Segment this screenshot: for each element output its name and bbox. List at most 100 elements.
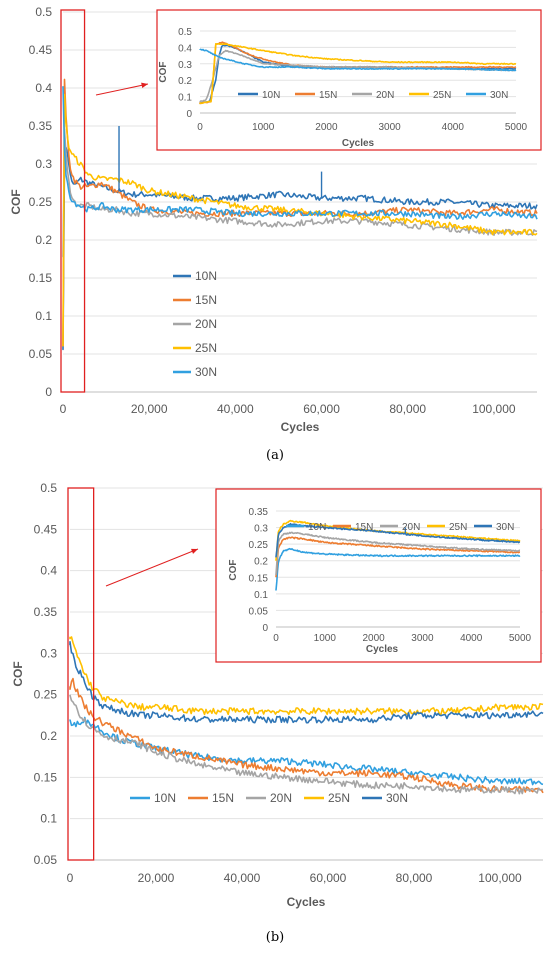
b-main-legend-label-10N: 10N (154, 791, 176, 805)
b-inset-y-tick-label: 0.35 (249, 507, 269, 518)
a-main-x-tick-label: 0 (60, 402, 67, 416)
a-main-x-tick-label: 100,000 (472, 402, 516, 416)
a-inset-series-25N (199, 42, 517, 105)
a-main-chart: 0 0.05 0.1 0.15 0.2 0.25 0.3 0.35 0.4 0.45 0.5 0 20,… (9, 5, 538, 463)
b-main-series-20N (69, 694, 543, 795)
b-main-y-tick-label: 0.45 (34, 522, 58, 536)
b-main-y-tick-label: 0.15 (34, 770, 58, 784)
a-inset-y-tick-label: 0.1 (178, 93, 192, 104)
b-main-x-axis-title: Cycles (287, 895, 326, 909)
b-main-x-tick-label: 20,000 (138, 871, 175, 885)
b-main-y-tick-label: 0.2 (40, 729, 57, 743)
b-inset-y-tick-label: 0 (262, 623, 268, 634)
b-inset-frame (215, 488, 542, 663)
b-main-legend-label-30N: 30N (386, 791, 408, 805)
a-main-y-tick-label: 0.4 (35, 81, 52, 95)
b-main-legend-label-20N: 20N (270, 791, 292, 805)
b-inset-legend-label-25N: 25N (449, 522, 467, 533)
b-inset-x-tick-label: 0 (273, 633, 279, 644)
b-inset-series-15N (275, 536, 521, 578)
b-main-series-30N (69, 640, 544, 724)
b-main-x-tick-label: 100,000 (478, 871, 522, 885)
a-inset-series-30N (199, 48, 517, 72)
a-main-y-tick-label: 0.05 (29, 347, 53, 361)
a-main-y-tick-label: 0.1 (35, 309, 52, 323)
b-inset-legend-label-10N: 10N (308, 522, 326, 533)
b-inset-legend-label-30N: 30N (496, 522, 514, 533)
a-main-y-tick-label: 0.15 (29, 271, 53, 285)
a-inset-legend-label-20N: 20N (376, 90, 394, 101)
a-main-y-tick-label: 0.3 (35, 157, 52, 171)
b-inset-y-tick-label: 0.3 (254, 524, 268, 535)
b-main-x-tick-label: 80,000 (396, 871, 433, 885)
a-main-x-tick-label: 40,000 (217, 402, 254, 416)
a-main-x-tick-label: 20,000 (131, 402, 168, 416)
a-main-legend-label-20N: 20N (195, 317, 217, 331)
b-main-caption: (b) (266, 930, 284, 945)
a-main-highlight-box (60, 9, 86, 393)
b-main-y-tick-label: 0.05 (34, 853, 58, 867)
a-inset-y-tick-label: 0 (186, 109, 192, 120)
b-inset-x-axis-title: Cycles (366, 644, 399, 655)
b-main-x-tick-label: 60,000 (310, 871, 347, 885)
b-main-zoom-arrow-head (191, 548, 198, 554)
a-main-y-tick-label: 0.2 (35, 233, 52, 247)
b-main-legend-label-25N: 25N (328, 791, 350, 805)
a-inset-legend-label-10N: 10N (262, 90, 280, 101)
b-inset-y-tick-label: 0.05 (249, 606, 269, 617)
b-main-series-25N (69, 636, 544, 716)
a-inset-x-tick-label: 4000 (442, 122, 465, 133)
b-inset-y-tick-label: 0.1 (254, 590, 268, 601)
b-inset-legend-label-20N: 20N (402, 522, 420, 533)
a-inset-x-tick-label: 3000 (378, 122, 401, 133)
a-inset-x-tick-label: 0 (197, 122, 203, 133)
a-main-caption: (a) (266, 448, 284, 463)
a-main-x-tick-label: 80,000 (389, 402, 426, 416)
a-main-zoom-arrow (95, 83, 149, 96)
a-inset-y-tick-label: 0.3 (178, 60, 192, 71)
a-main-y-tick-label: 0.25 (29, 195, 53, 209)
b-main-highlight-box (67, 487, 95, 861)
b-main-legend: 10N 15N 20N 25N 30N (130, 791, 408, 805)
b-inset-series-30N (275, 522, 521, 558)
a-inset-legend-label-25N: 25N (433, 90, 451, 101)
b-main-series-15N (69, 677, 544, 794)
b-main-zoom-arrow (105, 548, 199, 587)
b-main-y-tick-label: 0.1 (40, 812, 57, 826)
a-main-legend-label-15N: 15N (195, 293, 217, 307)
b-inset-x-tick-label: 5000 (509, 633, 532, 644)
a-inset-x-axis-title: Cycles (342, 138, 375, 149)
a-main-y-axis-title: COF (9, 189, 23, 214)
b-inset-chart: 0 0.05 0.1 0.15 0.2 0.25 0.3 0.35 0 1000 2000 3000 4… (215, 488, 542, 663)
b-inset-x-tick-label: 3000 (411, 633, 434, 644)
a-inset-chart: 0 0.1 0.2 0.3 0.4 0.5 0 1000 2000 3000 4000 5000 Cyc… (156, 9, 542, 151)
b-main-legend-label-15N: 15N (212, 791, 234, 805)
a-inset-x-tick-label: 1000 (252, 122, 275, 133)
a-main-y-tick-label: 0 (45, 385, 52, 399)
b-main-chart: 0.05 0.1 0.15 0.2 0.25 0.3 0.35 0.4 0.45 0.5 0 20,0… (11, 481, 544, 945)
b-main-y-tick-label: 0.3 (40, 646, 57, 660)
b-main-x-tick-label: 40,000 (224, 871, 261, 885)
a-main-series-30N (62, 86, 538, 220)
b-inset-legend: 10N 15N 20N 25N 30N (286, 522, 514, 533)
b-main-y-tick-label: 0.4 (40, 564, 57, 578)
b-inset-legend-label-15N: 15N (355, 522, 373, 533)
a-main-x-tick-label: 60,000 (303, 402, 340, 416)
b-inset-series-20N (275, 531, 521, 576)
b-inset-y-tick-label: 0.25 (249, 540, 269, 551)
a-main-zoom-arrow-head (141, 82, 148, 89)
b-main-y-axis-title: COF (11, 661, 25, 686)
a-main-x-axis-title: Cycles (281, 420, 320, 434)
b-main-series-10N (69, 716, 544, 786)
a-main-legend-label-10N: 10N (195, 269, 217, 283)
a-inset-y-tick-label: 0.2 (178, 76, 192, 87)
b-inset-series-10N (275, 547, 521, 592)
b-main-y-tick-label: 0.25 (34, 688, 58, 702)
a-main-series-10N (62, 146, 538, 351)
a-inset-x-tick-label: 5000 (505, 122, 528, 133)
a-inset-y-tick-label: 0.4 (178, 43, 192, 54)
a-inset-legend-label-30N: 30N (490, 90, 508, 101)
a-inset-y-tick-label: 0.5 (178, 27, 192, 38)
a-main-legend-label-30N: 30N (195, 365, 217, 379)
